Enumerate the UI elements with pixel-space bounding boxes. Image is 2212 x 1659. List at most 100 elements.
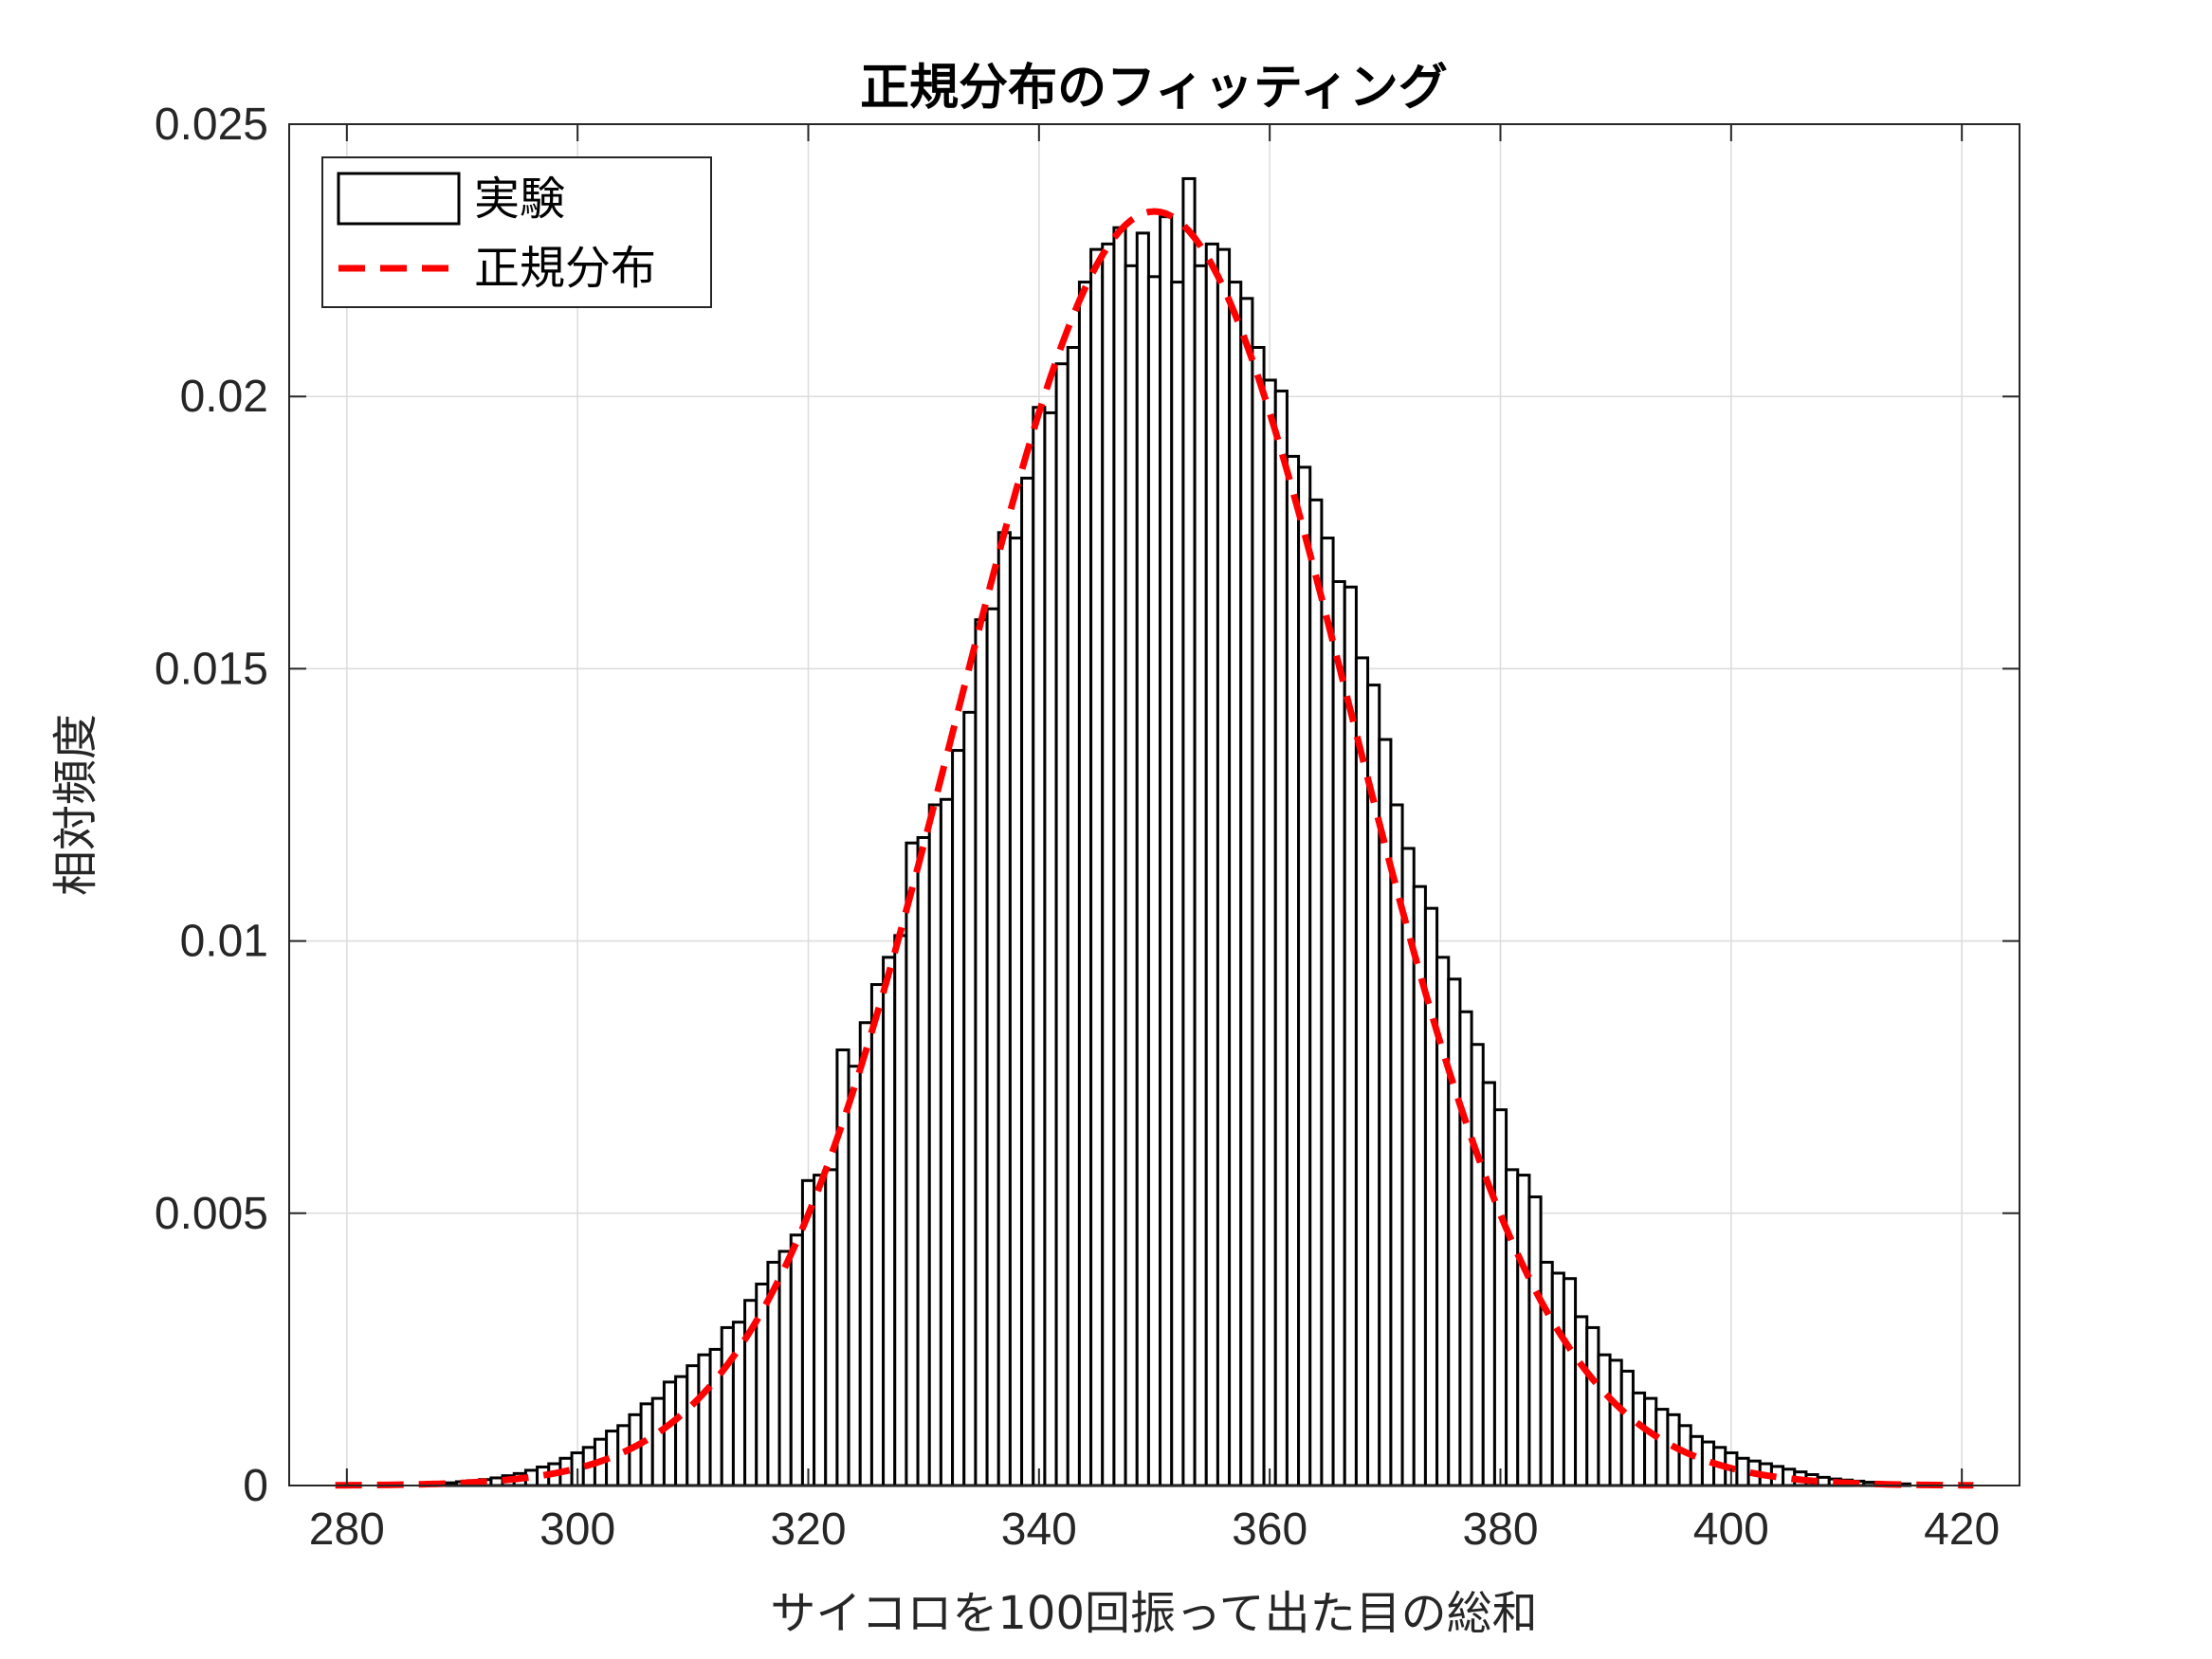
histogram-bar [1020,476,1035,1487]
x-tick-label: 400 [1693,1504,1769,1555]
legend: 実験 正規分布 [321,156,712,308]
histogram-bar [813,1174,828,1487]
histogram-bar [1597,1353,1612,1487]
histogram-bar [1412,884,1427,1487]
histogram-bar [1654,1408,1670,1487]
histogram-bar [777,1249,793,1487]
histogram-bar [1619,1369,1635,1487]
histogram-bar [1505,1168,1520,1487]
y-tick-label: 0 [243,1461,268,1511]
histogram-bar [927,803,942,1487]
plot-frame [288,123,2020,1486]
histogram-bar [674,1375,689,1487]
histogram-bar [893,934,908,1487]
histogram-bar [1320,537,1335,1487]
histogram-bar [1285,454,1301,1487]
histogram-bar [869,983,886,1487]
x-tick-label: 340 [1001,1504,1077,1555]
histogram-bar [1101,242,1116,1487]
histogram-bar [1308,498,1324,1487]
histogram-bar [1043,410,1058,1487]
histogram-bar [1631,1391,1647,1487]
x-tick-label: 300 [539,1504,615,1555]
histogram-bar [1574,1315,1589,1487]
x-axis-label: サイコロを100回振って出た目の総和 [770,1587,1537,1640]
y-tick-label: 0.01 [180,917,268,967]
histogram-bar [1608,1358,1623,1487]
histogram-bar [1562,1277,1578,1487]
histogram-bar [847,1065,862,1487]
chart-title: 正規分布のフィッティング [860,60,1448,117]
histogram-bars [420,176,1911,1487]
histogram-bar [905,841,920,1487]
x-tick-label: 420 [1924,1504,2000,1555]
histogram-bar [1366,684,1381,1487]
histogram-bar [1481,1081,1496,1487]
histogram-bar [1273,389,1289,1487]
histogram-bar [1516,1174,1531,1487]
histogram-bar [1470,1043,1485,1487]
histogram-bar [1539,1260,1554,1487]
histogram-bar [1331,579,1346,1487]
histogram-bar [951,749,966,1487]
histogram-bar [1816,1475,1831,1487]
histogram-bar [489,1476,504,1487]
histogram-bar [650,1396,666,1487]
histogram-bar [1378,738,1393,1487]
histogram-bar [686,1364,701,1487]
histogram-bar [1447,977,1462,1487]
histogram-bar [1550,1271,1565,1487]
histogram-bar [1216,247,1232,1487]
legend-label-normal: 正規分布 [474,242,656,295]
histogram-bar [1146,275,1162,1487]
legend-bar-swatch [337,172,461,226]
histogram-bar [731,1321,747,1487]
histogram-bar [662,1380,678,1487]
histogram-bar [1689,1434,1704,1487]
histogram-bar [824,1168,839,1487]
histogram-bar [1032,406,1047,1487]
histogram-bar [1527,1195,1543,1487]
histogram-bar [835,1048,850,1487]
histogram-bar [974,618,989,1487]
histogram-bar [1159,215,1174,1487]
histogram-bar [1735,1456,1750,1487]
histogram-bar [962,710,978,1487]
histogram-bar [996,531,1012,1487]
histogram-bar [939,797,955,1487]
histogram-bar [789,1233,804,1487]
histogram-bar [1204,242,1219,1487]
x-tick-label: 280 [309,1504,385,1555]
histogram-bar [1297,465,1312,1487]
histogram-bar [1251,346,1266,1487]
histogram-bar [1135,231,1150,1487]
normal-fit-curve [335,208,1974,1489]
histogram-bar [1124,264,1139,1487]
y-tick-label: 0.005 [155,1189,268,1239]
x-tick-label: 380 [1462,1504,1538,1555]
histogram-bar [1585,1325,1600,1487]
histogram-bar [916,835,931,1487]
histogram-bar [1492,1108,1508,1487]
histogram-bar [1262,378,1277,1487]
histogram-bar [882,956,897,1487]
histogram-bar [1112,226,1127,1487]
histogram-bar [1228,281,1243,1487]
y-axis-label: 相対頻度 [49,714,102,896]
histogram-bar [1193,264,1208,1487]
histogram-bar [616,1424,631,1487]
histogram-bar [1239,297,1254,1487]
histogram-bar [1458,1010,1473,1487]
histogram-bar [985,607,1000,1487]
histogram-bar [1170,281,1185,1487]
legend-label-experiment: 実験 [474,173,565,226]
y-tick-labels: 0 0.005 0.01 0.015 0.02 0.025 [155,100,268,1511]
histogram-bar [1054,362,1069,1487]
x-tick-label: 360 [1232,1504,1307,1555]
histogram-bar [858,1021,873,1487]
y-tick-label: 0.015 [155,644,268,694]
axis-ticks [289,123,2020,1486]
histogram-bar [697,1353,712,1487]
y-tick-label: 0.025 [155,100,268,150]
